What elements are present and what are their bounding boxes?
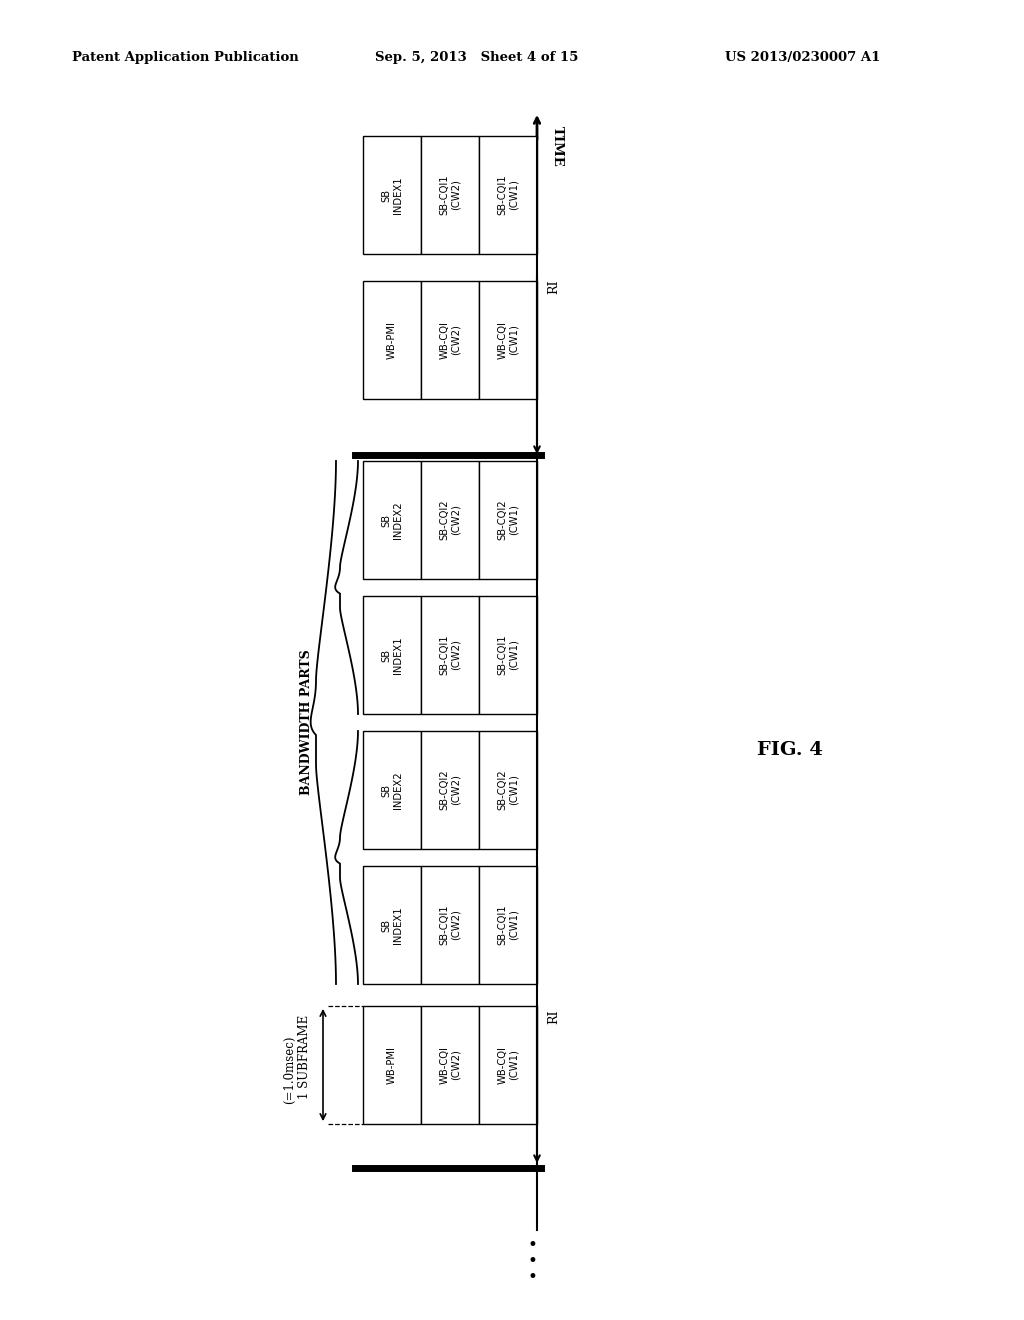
Text: SB-CQI1
(CW2): SB-CQI1 (CW2): [439, 904, 461, 945]
Text: WB-CQI
(CW2): WB-CQI (CW2): [439, 321, 461, 359]
Text: RI: RI: [547, 280, 560, 294]
Bar: [421, 597, 479, 714]
Bar: [421, 1006, 479, 1125]
Text: 1 SUBFRAME: 1 SUBFRAME: [298, 1015, 311, 1100]
Text: SB-CQI2
(CW2): SB-CQI2 (CW2): [439, 500, 461, 540]
Text: TIME: TIME: [551, 127, 563, 168]
Bar: [479, 461, 537, 579]
Text: SB
INDEX2: SB INDEX2: [381, 502, 402, 539]
Text: (=1.0msec): (=1.0msec): [283, 1036, 296, 1105]
Bar: [479, 281, 537, 399]
Bar: [362, 731, 421, 849]
Text: SB-CQI1
(CW2): SB-CQI1 (CW2): [439, 635, 461, 676]
Text: •: •: [527, 1236, 537, 1254]
Text: BANDWIDTH PARTS: BANDWIDTH PARTS: [299, 649, 312, 796]
Text: US 2013/0230007 A1: US 2013/0230007 A1: [725, 51, 881, 65]
Text: FIG. 4: FIG. 4: [757, 741, 823, 759]
Text: SB-CQI1
(CW1): SB-CQI1 (CW1): [498, 174, 518, 215]
Bar: [362, 136, 421, 253]
Text: WB-CQI
(CW1): WB-CQI (CW1): [498, 321, 518, 359]
Bar: [362, 866, 421, 983]
Bar: [421, 866, 479, 983]
Bar: [479, 597, 537, 714]
Bar: [362, 597, 421, 714]
Bar: [362, 1006, 421, 1125]
Text: SB
INDEX2: SB INDEX2: [381, 771, 402, 809]
Text: WB-PMI: WB-PMI: [387, 1045, 397, 1084]
Text: RI: RI: [547, 1010, 560, 1024]
Text: WB-CQI
(CW1): WB-CQI (CW1): [498, 1045, 518, 1084]
Text: WB-PMI: WB-PMI: [387, 321, 397, 359]
Text: WB-CQI
(CW2): WB-CQI (CW2): [439, 1045, 461, 1084]
Bar: [362, 281, 421, 399]
Text: •: •: [527, 1251, 537, 1270]
Text: Sep. 5, 2013   Sheet 4 of 15: Sep. 5, 2013 Sheet 4 of 15: [375, 51, 579, 65]
Bar: [362, 461, 421, 579]
Text: SB-CQI2
(CW1): SB-CQI2 (CW1): [498, 500, 518, 540]
Bar: [479, 866, 537, 983]
Text: Patent Application Publication: Patent Application Publication: [72, 51, 299, 65]
Bar: [421, 136, 479, 253]
Text: SB-CQI1
(CW1): SB-CQI1 (CW1): [498, 904, 518, 945]
Text: SB-CQI1
(CW1): SB-CQI1 (CW1): [498, 635, 518, 676]
Text: •: •: [502, 173, 512, 191]
Text: SB-CQI1
(CW2): SB-CQI1 (CW2): [439, 174, 461, 215]
Text: SB
INDEX1: SB INDEX1: [381, 907, 402, 944]
Text: SB
INDEX1: SB INDEX1: [381, 636, 402, 673]
Text: SB
INDEX1: SB INDEX1: [381, 176, 402, 214]
Bar: [421, 731, 479, 849]
Bar: [479, 731, 537, 849]
Text: SB-CQI2
(CW2): SB-CQI2 (CW2): [439, 770, 461, 810]
Text: •: •: [527, 1269, 537, 1286]
Bar: [479, 136, 537, 253]
Text: •: •: [502, 189, 512, 207]
Bar: [421, 461, 479, 579]
Text: SB-CQI2
(CW1): SB-CQI2 (CW1): [498, 770, 518, 810]
Bar: [421, 281, 479, 399]
Bar: [479, 1006, 537, 1125]
